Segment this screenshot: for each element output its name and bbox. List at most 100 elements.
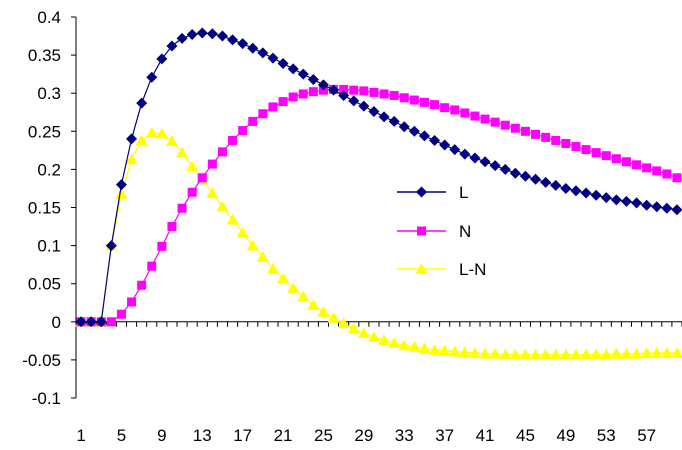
data-point	[631, 197, 643, 209]
data-point	[510, 123, 520, 133]
data-point	[266, 262, 279, 274]
legend-label: L-N	[459, 260, 486, 279]
data-point	[559, 348, 572, 360]
y-tick-label: 0.2	[37, 160, 61, 179]
data-point	[459, 148, 471, 160]
data-point	[590, 348, 603, 360]
x-tick-label: 29	[354, 426, 373, 445]
data-point	[438, 344, 451, 356]
data-point	[216, 30, 228, 42]
series-n	[76, 84, 682, 327]
data-point	[449, 144, 461, 156]
data-point	[531, 129, 541, 139]
data-point	[297, 290, 310, 302]
data-point	[551, 135, 561, 145]
data-point	[591, 148, 601, 158]
data-point	[85, 316, 97, 328]
legend-marker	[416, 186, 427, 198]
data-point	[278, 97, 288, 107]
data-point	[581, 145, 591, 155]
data-point	[500, 120, 510, 130]
data-point	[398, 121, 410, 133]
data-point	[479, 156, 491, 168]
data-point	[632, 160, 642, 170]
data-point	[236, 226, 249, 238]
data-point	[642, 163, 652, 173]
data-point	[257, 47, 269, 59]
data-point	[277, 57, 289, 69]
data-point	[509, 167, 521, 179]
data-point	[610, 194, 622, 206]
data-point	[408, 125, 420, 137]
x-tick-label: 37	[435, 426, 454, 445]
data-point	[509, 348, 522, 360]
x-tick-label: 9	[157, 426, 166, 445]
x-tick-label: 5	[117, 426, 126, 445]
data-point	[541, 132, 551, 142]
x-tick-label: 57	[637, 426, 656, 445]
data-point	[489, 347, 502, 359]
data-point	[448, 345, 461, 357]
data-point	[519, 348, 532, 360]
data-point	[620, 195, 632, 207]
data-point	[115, 179, 127, 191]
data-point	[650, 347, 663, 358]
y-tick-label: -0.05	[22, 351, 61, 370]
data-point	[167, 222, 177, 232]
y-tick-label: -0.1	[32, 389, 61, 408]
series-line	[81, 88, 678, 323]
data-point	[458, 346, 471, 358]
x-tick-label: 45	[516, 426, 535, 445]
data-point	[670, 347, 682, 358]
x-tick-label: 25	[314, 426, 333, 445]
data-point	[277, 272, 290, 284]
data-point	[116, 309, 126, 319]
data-point	[479, 347, 492, 359]
legend-label: N	[459, 222, 471, 241]
data-point	[177, 203, 187, 213]
y-tick-label: 0.3	[37, 84, 61, 103]
data-point	[186, 160, 199, 172]
data-point	[530, 173, 542, 185]
data-point	[359, 86, 369, 96]
legend-item: L-N	[397, 260, 486, 279]
data-point	[145, 126, 158, 138]
data-point	[165, 135, 178, 147]
data-point	[348, 95, 360, 107]
data-point	[156, 53, 168, 65]
data-point	[610, 347, 623, 359]
data-point	[428, 343, 441, 355]
data-point	[408, 340, 421, 352]
data-point	[217, 147, 227, 157]
data-point	[136, 97, 148, 109]
data-point	[440, 103, 450, 113]
data-point	[641, 199, 653, 211]
data-point	[429, 134, 441, 146]
data-point	[672, 173, 682, 183]
data-point	[671, 204, 682, 216]
data-point	[327, 311, 340, 323]
series-line	[81, 32, 678, 323]
data-point	[468, 347, 481, 358]
y-tick-label: 0.05	[28, 275, 61, 294]
series-l	[75, 27, 682, 328]
legend-item: N	[397, 222, 471, 241]
data-point	[206, 28, 218, 40]
data-point	[661, 202, 673, 214]
data-point	[288, 92, 298, 102]
data-point	[105, 240, 117, 252]
data-point	[358, 100, 370, 112]
data-point	[338, 89, 350, 101]
data-point	[470, 111, 480, 121]
data-point	[357, 327, 370, 339]
data-point	[75, 316, 87, 328]
legend: L N L-N	[397, 183, 486, 279]
data-point	[611, 154, 621, 164]
data-point	[662, 169, 672, 179]
data-point	[166, 40, 178, 52]
data-point	[237, 38, 249, 50]
data-point	[155, 127, 168, 139]
data-point	[580, 187, 592, 199]
data-point	[339, 84, 349, 94]
data-point	[268, 102, 278, 112]
